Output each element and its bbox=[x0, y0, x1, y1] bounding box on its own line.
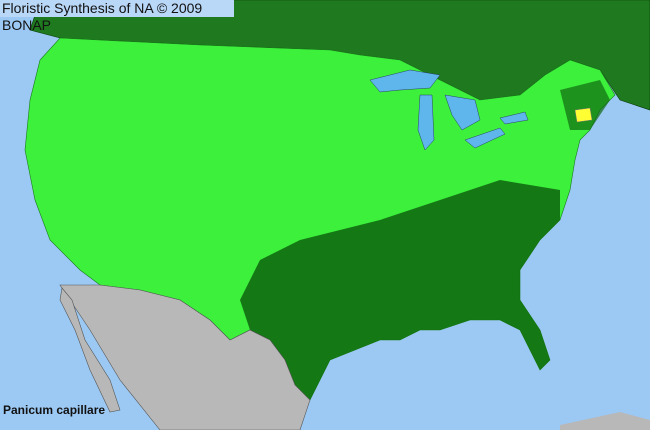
species-label: Panicum capillare bbox=[3, 403, 106, 417]
lake-ontario bbox=[499, 111, 529, 125]
baja-peninsula bbox=[59, 287, 121, 413]
southeast-dark-counties bbox=[240, 180, 560, 400]
map-title: Floristic Synthesis of NA © 2009 BONAP bbox=[0, 0, 234, 33]
lake-huron bbox=[444, 94, 481, 131]
lake-superior bbox=[369, 69, 441, 93]
connecticut-highlight bbox=[574, 107, 593, 123]
mexico-region bbox=[59, 284, 311, 430]
northeast-dark-counties bbox=[560, 80, 610, 130]
lake-erie bbox=[464, 127, 506, 149]
cuba bbox=[560, 412, 650, 430]
great-lakes bbox=[369, 69, 529, 151]
lake-michigan bbox=[417, 94, 435, 151]
